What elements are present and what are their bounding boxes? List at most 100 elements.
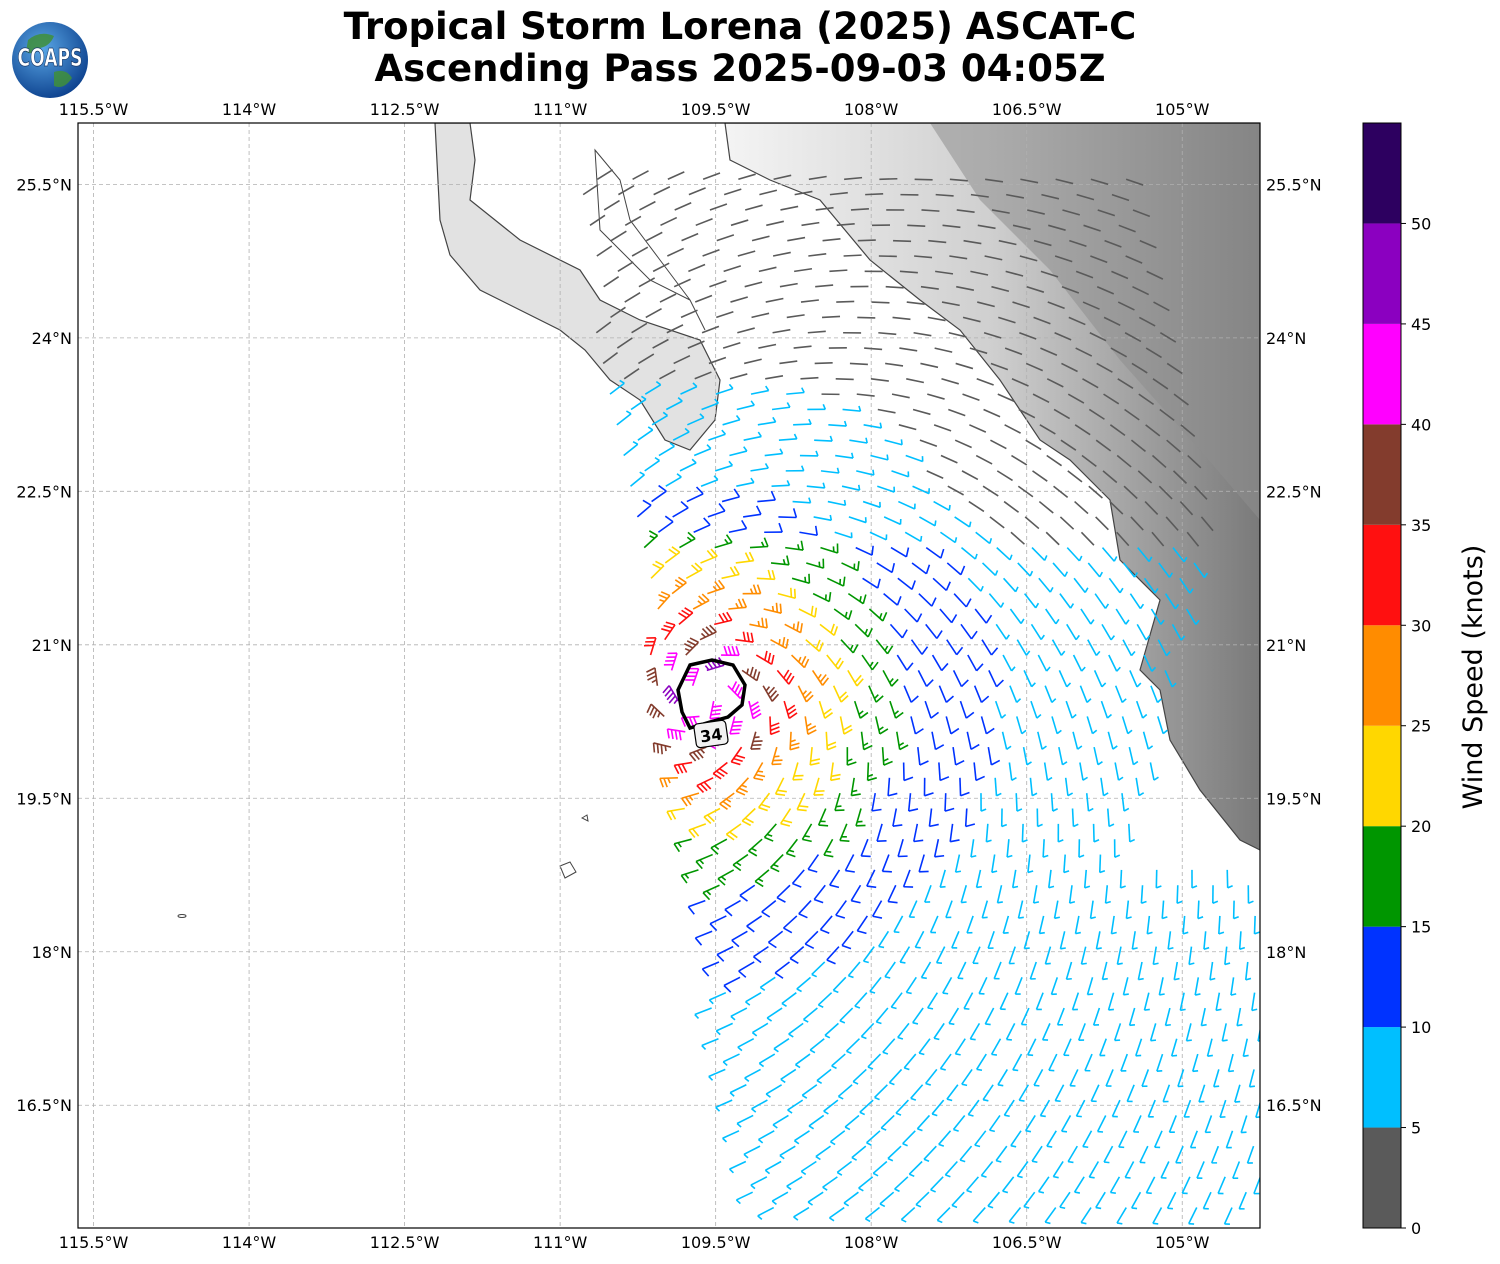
wind-barb: [1063, 854, 1070, 874]
wind-barb: [863, 422, 883, 429]
wind-barb: [871, 900, 883, 919]
wind-barb: [751, 312, 770, 319]
wind-barb: [931, 654, 949, 672]
wind-barb: [667, 171, 685, 181]
wind-barb: [907, 793, 919, 812]
wind-barb: [874, 1084, 888, 1101]
wind-barb: [686, 486, 704, 503]
wind-barb: [832, 685, 849, 703]
wind-barb: [651, 484, 667, 503]
wind-barb: [610, 306, 626, 319]
wind-barb: [1172, 470, 1188, 484]
wind-barb: [1238, 1191, 1247, 1210]
wind-barb: [867, 1053, 882, 1070]
wind-barb: [1242, 1038, 1249, 1058]
wind-barb: [939, 869, 946, 888]
wind-barb: [821, 315, 841, 319]
wind-barb: [1142, 731, 1154, 750]
wind-barb: [981, 900, 989, 919]
wind-barb: [1170, 1038, 1178, 1057]
wind-barb: [1137, 961, 1144, 981]
wind-barb: [743, 358, 762, 365]
wind-barb: [1122, 639, 1136, 657]
wind-barb: [688, 823, 707, 838]
wind-barb: [773, 174, 792, 181]
wind-barb: [1010, 1130, 1022, 1148]
wind-barb: [646, 667, 659, 686]
wind-barb: [811, 961, 826, 978]
wind-barb: [750, 731, 763, 750]
wind-barb: [955, 362, 974, 370]
wind-barb: [967, 654, 984, 672]
wind-barb: [1063, 1038, 1072, 1057]
wind-barb: [1075, 1099, 1086, 1118]
wind-barb: [596, 245, 613, 257]
wind-barb: [729, 373, 748, 380]
wind-barb: [1135, 700, 1148, 719]
wind-barb: [738, 961, 755, 978]
wind-barb: [756, 569, 776, 581]
wind-barb: [962, 393, 980, 402]
wind-barb: [770, 853, 784, 873]
wind-barb: [737, 1038, 755, 1052]
wind-barb: [1095, 1191, 1106, 1210]
wind-barb: [983, 408, 1001, 418]
wind-barb: [1088, 1161, 1100, 1179]
wind-barb: [1084, 1053, 1093, 1072]
wind-barb: [1193, 562, 1209, 579]
wind-barb: [988, 593, 1005, 608]
wind-barb: [818, 700, 833, 719]
wind-barb: [728, 598, 748, 610]
wind-barb: [1020, 178, 1039, 184]
wind-barb: [1066, 547, 1083, 562]
wind-barb: [765, 375, 784, 380]
wind-barb: [1080, 1207, 1092, 1225]
wind-barb: [688, 187, 706, 196]
wind-barb: [1132, 209, 1151, 218]
wind-barb: [793, 1206, 810, 1221]
wind-barb: [1238, 931, 1246, 951]
wind-barb: [1129, 670, 1142, 688]
wind-barb: [1093, 746, 1103, 766]
wind-barb: [1188, 1207, 1198, 1225]
wind-barb: [770, 555, 790, 566]
wind-barb: [1066, 623, 1080, 641]
wind-barb: [933, 424, 952, 432]
wind-barb: [1006, 839, 1013, 858]
wind-barb: [1111, 1099, 1121, 1118]
wind-barb: [700, 475, 719, 487]
wind-barb: [1171, 623, 1186, 641]
wind-barb: [1048, 224, 1066, 231]
wind-barb: [741, 807, 756, 827]
wind-barb: [883, 593, 902, 606]
wind-barb: [998, 239, 1017, 246]
wind-barb: [786, 314, 805, 319]
wind-barb: [920, 285, 939, 290]
wind-barb: [994, 777, 1002, 797]
wind-barb: [1074, 424, 1091, 436]
wind-barb: [1264, 1054, 1269, 1072]
wind-barb: [841, 561, 860, 572]
wind-barb: [1058, 670, 1072, 688]
wind-barb: [828, 420, 848, 427]
wind-barb: [980, 793, 987, 812]
wind-barb: [841, 930, 854, 950]
wind-barb: [1149, 762, 1159, 781]
wind-barb: [1128, 746, 1139, 766]
wind-barb: [1002, 1176, 1015, 1194]
wind-barb: [980, 716, 995, 735]
wind-barb: [836, 300, 855, 303]
wind-barb: [1128, 823, 1136, 843]
wind-barb: [1032, 885, 1040, 904]
wind-barb: [794, 267, 813, 273]
wind-barb: [987, 746, 1001, 766]
wind-barb: [681, 232, 699, 242]
wind-barb: [701, 325, 720, 334]
wind-barb: [659, 293, 677, 303]
wind-barb: [844, 176, 863, 181]
wind-barb: [1045, 531, 1060, 546]
wind-barb: [688, 746, 707, 762]
wind-barb: [931, 1099, 945, 1117]
wind-barb: [925, 623, 943, 639]
wind-barb: [988, 670, 1004, 688]
